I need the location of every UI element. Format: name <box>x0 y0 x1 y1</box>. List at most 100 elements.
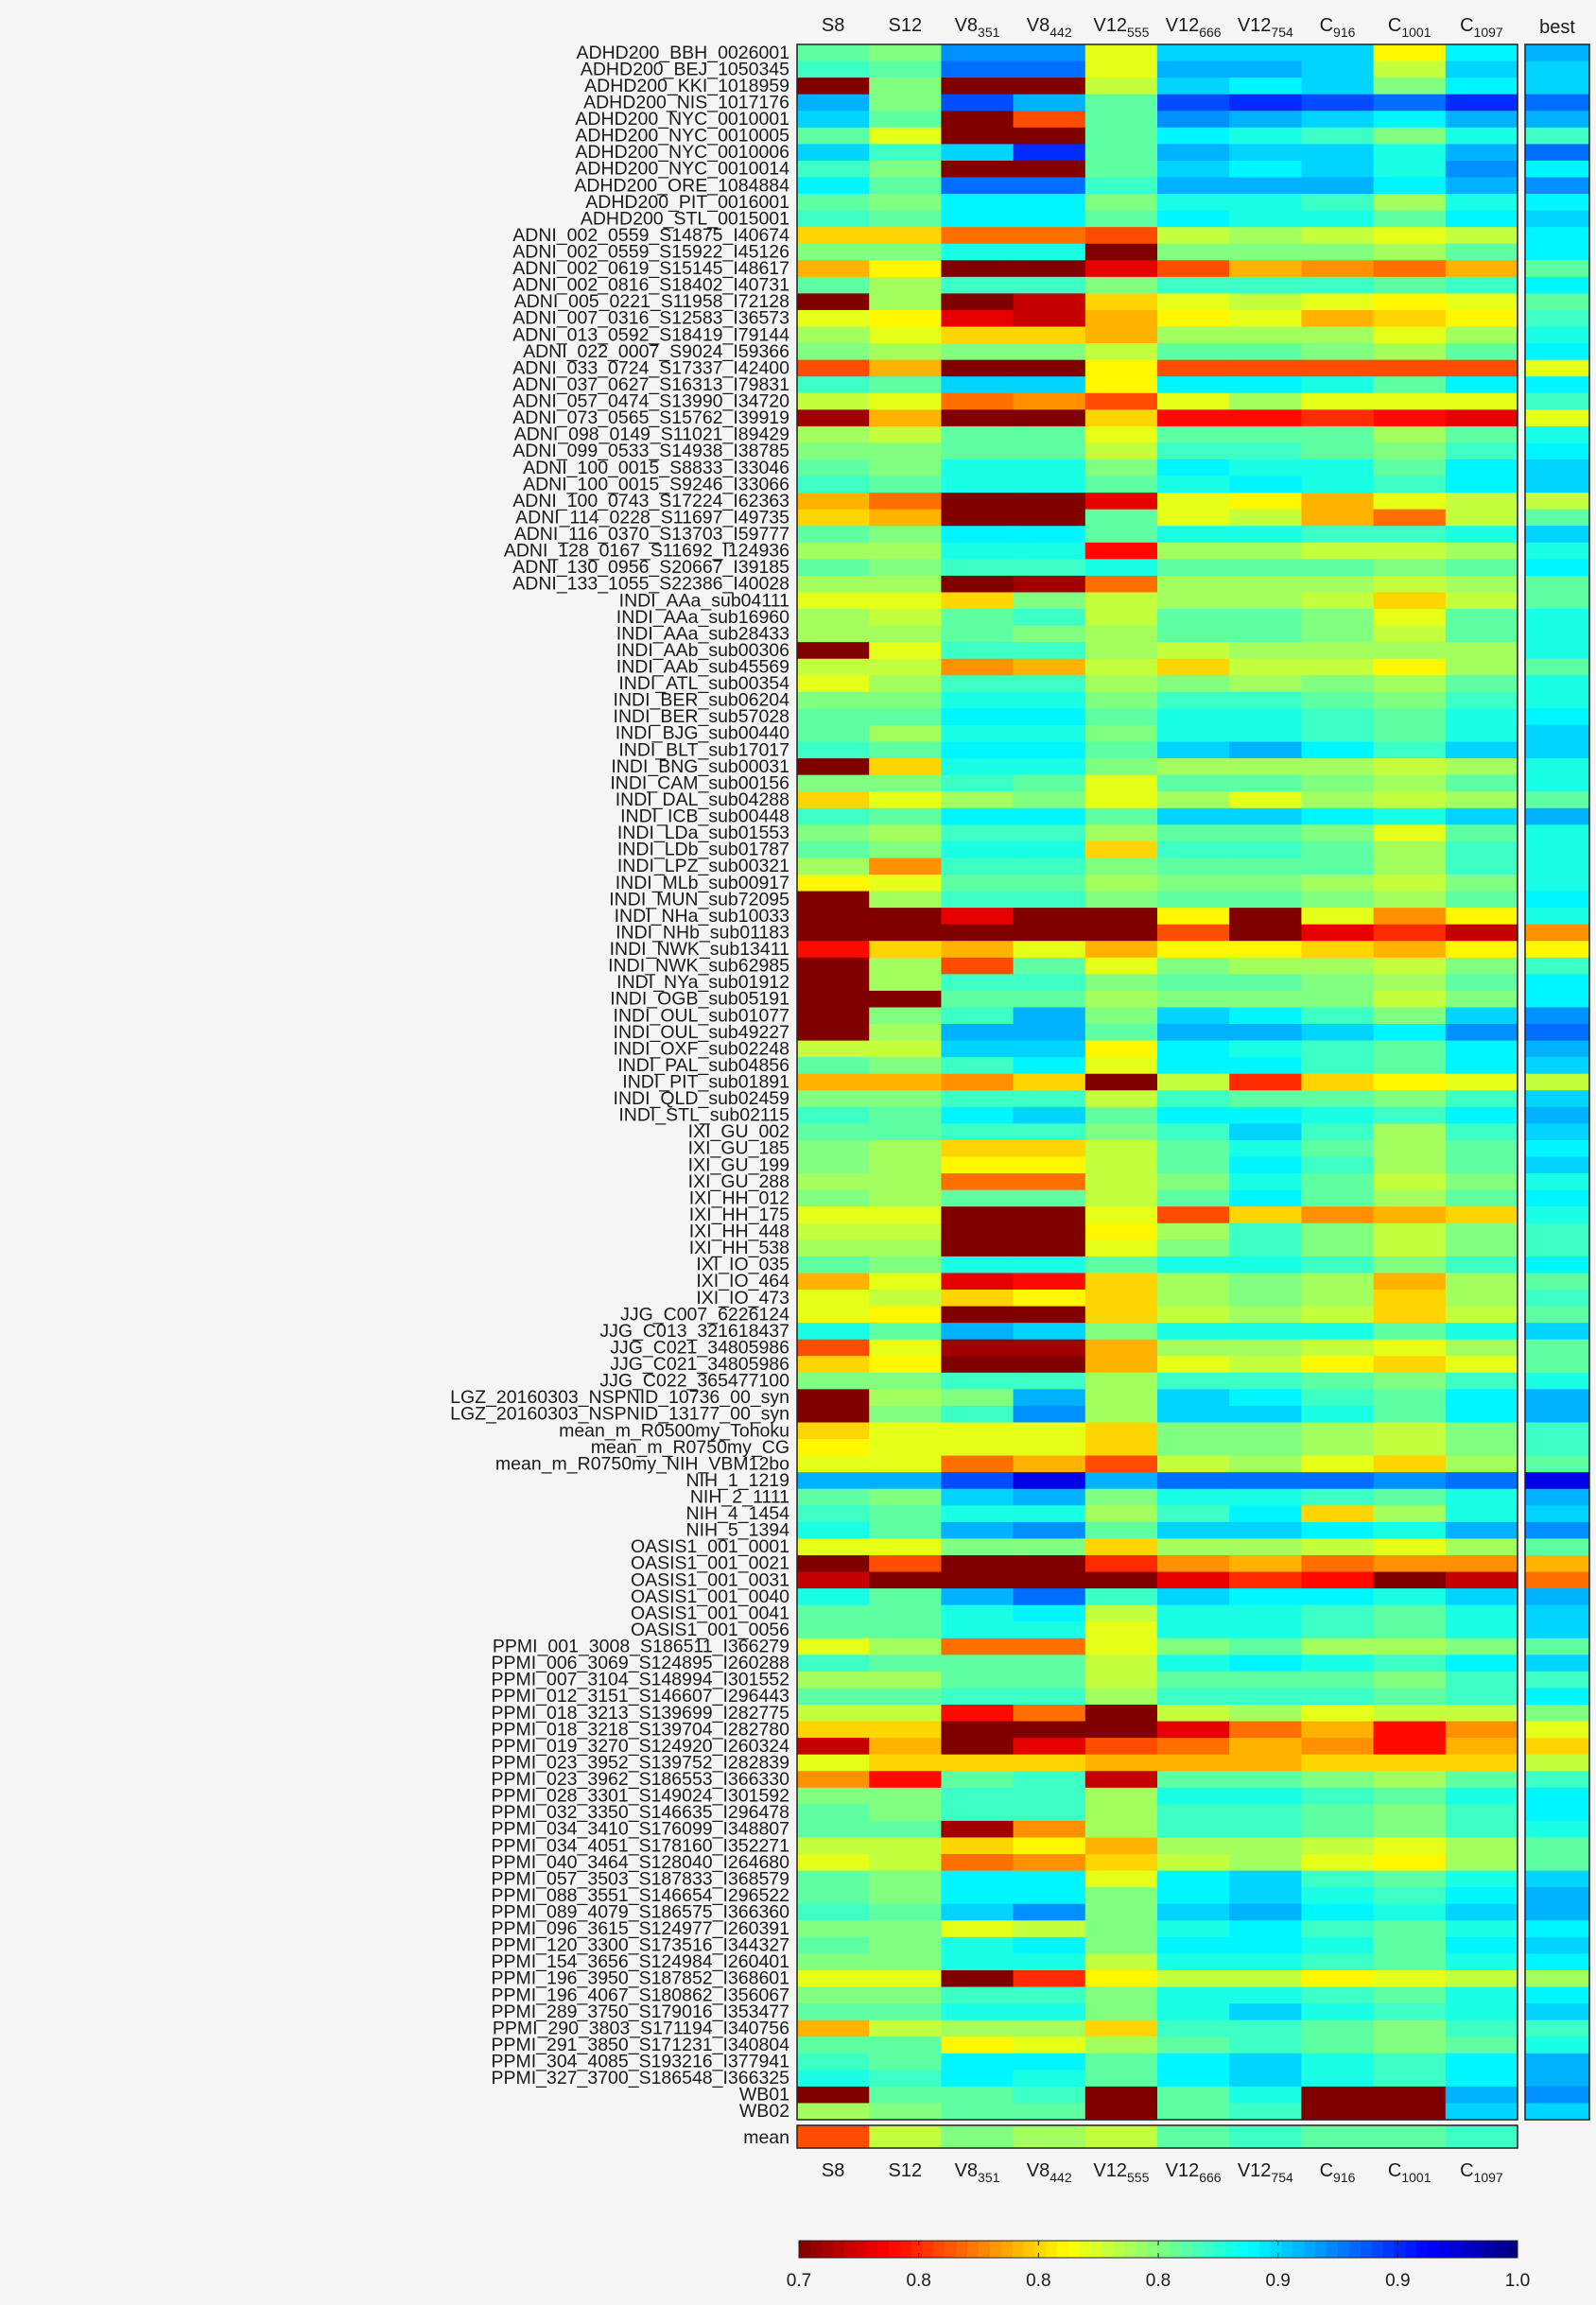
cell-r77-c4 <box>1084 1323 1158 1341</box>
cell-r82-c0 <box>797 1405 870 1424</box>
row-label: INDI_NWK_sub13411 <box>610 939 789 960</box>
cell-r88-c8 <box>1373 1505 1447 1523</box>
cell-r102-c8 <box>1373 1738 1447 1756</box>
cell-r50-c6 <box>1229 875 1302 893</box>
cell-r72-c7 <box>1301 1239 1375 1257</box>
cell-r10-c5 <box>1157 210 1230 228</box>
colorbar-swatch <box>1270 2241 1283 2258</box>
cell-r5-c6 <box>1229 127 1302 145</box>
cell-r45-c5 <box>1157 791 1230 809</box>
cell-r120-c0 <box>797 2036 870 2054</box>
row-label: INDI_OUL_sub49227 <box>614 1022 789 1043</box>
cell-r101-c3 <box>1013 1721 1086 1739</box>
cell-r80-c5 <box>1157 1372 1230 1390</box>
best-cell-r44 <box>1525 774 1589 792</box>
cell-r89-c4 <box>1084 1521 1158 1539</box>
cell-r11-c0 <box>797 227 870 245</box>
cell-r33-c4 <box>1084 592 1158 610</box>
row-label: JJG_C022_365477100 <box>599 1371 789 1392</box>
cell-r67-c3 <box>1013 1156 1086 1174</box>
cell-r47-c0 <box>797 824 870 842</box>
best-cell-r115 <box>1525 1953 1589 1971</box>
column-label: V12666 <box>1166 15 1222 40</box>
cell-r42-c1 <box>869 741 942 759</box>
cell-r58-c0 <box>797 1007 870 1025</box>
cell-r25-c1 <box>869 459 942 477</box>
cell-r44-c6 <box>1229 774 1302 792</box>
cell-r114-c9 <box>1445 1936 1518 1954</box>
cell-r40-c3 <box>1013 708 1086 726</box>
column-label: V12555 <box>1093 2160 1149 2185</box>
best-cell-r76 <box>1525 1306 1589 1324</box>
cell-r113-c9 <box>1445 1920 1518 1938</box>
cell-r93-c0 <box>797 1588 870 1606</box>
best-cell-r18 <box>1525 343 1589 361</box>
cell-r81-c1 <box>869 1389 942 1407</box>
mean-cell-c2 <box>941 2125 1015 2148</box>
cell-r47-c4 <box>1084 824 1158 842</box>
cell-r86-c9 <box>1445 1472 1518 1490</box>
cell-r11-c3 <box>1013 227 1086 245</box>
cell-r88-c0 <box>797 1505 870 1523</box>
cell-r78-c4 <box>1084 1339 1158 1357</box>
column-label: V12754 <box>1238 15 1293 40</box>
cell-r121-c2 <box>941 2053 1015 2071</box>
cell-r39-c5 <box>1157 691 1230 709</box>
cell-r102-c7 <box>1301 1738 1375 1756</box>
cell-r72-c0 <box>797 1239 870 1257</box>
cell-r103-c0 <box>797 1754 870 1772</box>
cell-r94-c2 <box>941 1604 1015 1622</box>
cell-r60-c3 <box>1013 1040 1086 1058</box>
row-label: JJG_C021_34805986 <box>610 1354 789 1375</box>
cell-r47-c7 <box>1301 824 1375 842</box>
cell-r24-c9 <box>1445 442 1518 460</box>
best-cell-r99 <box>1525 1688 1589 1706</box>
row-label: PPMI_088_3551_S146654_I296522 <box>491 1885 789 1906</box>
cell-r4-c3 <box>1013 111 1086 129</box>
best-cell-r108 <box>1525 1837 1589 1855</box>
cell-r99-c3 <box>1013 1688 1086 1706</box>
cell-r82-c5 <box>1157 1405 1230 1424</box>
cell-r50-c8 <box>1373 875 1447 893</box>
cell-r106-c8 <box>1373 1804 1447 1822</box>
cell-r2-c0 <box>797 78 870 95</box>
cell-r74-c3 <box>1013 1273 1086 1291</box>
best-cell-r77 <box>1525 1323 1589 1341</box>
cell-r57-c0 <box>797 990 870 1009</box>
cell-r46-c8 <box>1373 807 1447 825</box>
cell-r85-c6 <box>1229 1455 1302 1473</box>
cell-r61-c6 <box>1229 1057 1302 1075</box>
cell-r96-c8 <box>1373 1638 1447 1655</box>
cell-r76-c7 <box>1301 1306 1375 1324</box>
cell-r102-c9 <box>1445 1738 1518 1756</box>
best-cell-r103 <box>1525 1754 1589 1772</box>
cell-r95-c8 <box>1373 1621 1447 1639</box>
cell-r118-c9 <box>1445 2003 1518 2021</box>
cell-r88-c7 <box>1301 1505 1375 1523</box>
cell-r53-c3 <box>1013 924 1086 942</box>
cell-r85-c7 <box>1301 1455 1375 1473</box>
cell-r0-c4 <box>1084 44 1158 62</box>
cell-r117-c4 <box>1084 1986 1158 2004</box>
cell-r103-c5 <box>1157 1754 1230 1772</box>
cell-r4-c9 <box>1445 111 1518 129</box>
cell-r83-c9 <box>1445 1422 1518 1440</box>
cell-r4-c2 <box>941 111 1015 129</box>
cell-r70-c9 <box>1445 1206 1518 1224</box>
cell-r65-c2 <box>941 1123 1015 1141</box>
cell-r6-c1 <box>869 144 942 162</box>
cell-r32-c1 <box>869 575 942 594</box>
cell-r91-c0 <box>797 1554 870 1573</box>
cell-r92-c8 <box>1373 1571 1447 1589</box>
row-label: LGZ_20160303_NSPNID_13177_00_syn <box>450 1404 789 1425</box>
cell-r72-c1 <box>869 1239 942 1257</box>
colorbar-swatch <box>1394 2241 1406 2258</box>
cell-r17-c0 <box>797 326 870 344</box>
cell-r86-c5 <box>1157 1472 1230 1490</box>
cell-r124-c6 <box>1229 2103 1302 2121</box>
cell-r5-c8 <box>1373 127 1447 145</box>
cell-r108-c6 <box>1229 1837 1302 1855</box>
cell-r26-c7 <box>1301 476 1375 494</box>
cell-r0-c3 <box>1013 44 1086 62</box>
cell-r123-c6 <box>1229 2086 1302 2105</box>
